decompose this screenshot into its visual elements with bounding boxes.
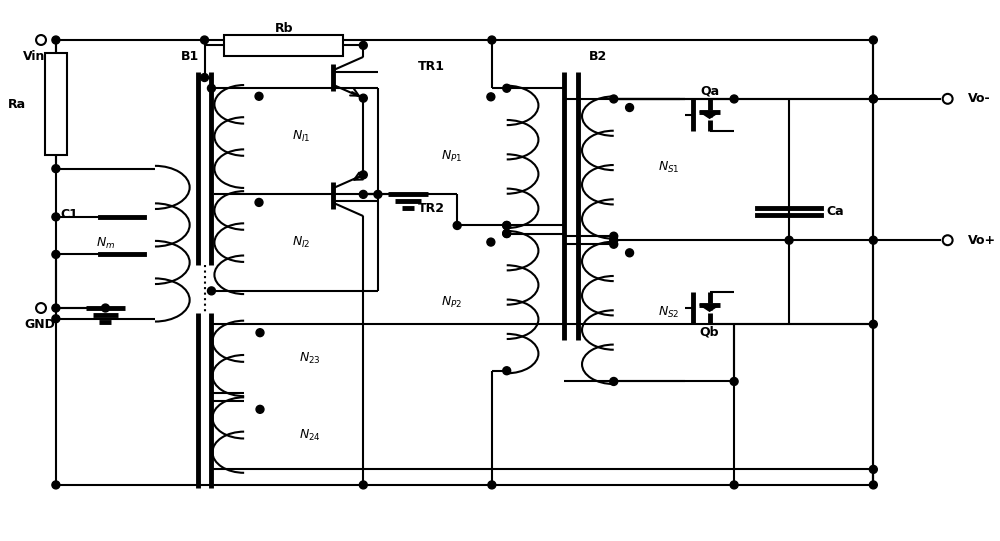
Circle shape: [503, 229, 511, 237]
Circle shape: [201, 36, 208, 44]
Circle shape: [52, 315, 60, 323]
Text: $N_{23}$: $N_{23}$: [299, 351, 320, 366]
Text: Ra: Ra: [8, 98, 26, 111]
Circle shape: [869, 36, 877, 44]
Circle shape: [359, 42, 367, 49]
Circle shape: [101, 304, 109, 312]
Circle shape: [943, 235, 953, 245]
Circle shape: [869, 481, 877, 489]
Text: $N_{I1}$: $N_{I1}$: [292, 129, 310, 144]
Circle shape: [869, 320, 877, 328]
Circle shape: [730, 481, 738, 489]
Circle shape: [488, 36, 496, 44]
Circle shape: [487, 93, 495, 101]
Circle shape: [207, 84, 215, 92]
Circle shape: [359, 481, 367, 489]
Text: $N_{S1}$: $N_{S1}$: [658, 160, 680, 175]
Circle shape: [207, 287, 215, 295]
Text: $N_{I2}$: $N_{I2}$: [292, 235, 310, 250]
Circle shape: [610, 378, 618, 385]
Text: $N_m$: $N_m$: [96, 236, 115, 251]
Circle shape: [610, 240, 618, 248]
Circle shape: [255, 199, 263, 206]
Circle shape: [52, 36, 60, 44]
Text: B1: B1: [181, 50, 200, 63]
Text: TR1: TR1: [418, 60, 445, 73]
Circle shape: [730, 378, 738, 385]
Polygon shape: [700, 305, 719, 311]
Circle shape: [488, 481, 496, 489]
Circle shape: [52, 213, 60, 221]
Bar: [224, 35, 343, 56]
Text: Vo-: Vo-: [967, 93, 990, 105]
Circle shape: [256, 329, 264, 337]
Circle shape: [785, 236, 793, 244]
Circle shape: [626, 103, 634, 111]
Circle shape: [869, 236, 877, 244]
Circle shape: [36, 35, 46, 45]
Text: Vin: Vin: [23, 50, 46, 63]
Text: B2: B2: [589, 50, 607, 63]
Circle shape: [52, 250, 60, 259]
Circle shape: [52, 164, 60, 173]
Circle shape: [359, 171, 367, 179]
Circle shape: [52, 481, 60, 489]
Circle shape: [36, 303, 46, 313]
Text: TR2: TR2: [418, 202, 445, 215]
Circle shape: [610, 236, 618, 244]
Circle shape: [359, 94, 367, 102]
Circle shape: [453, 221, 461, 229]
Circle shape: [730, 95, 738, 103]
Circle shape: [503, 221, 511, 229]
Text: $N_{24}$: $N_{24}$: [299, 427, 321, 443]
Circle shape: [256, 405, 264, 413]
Circle shape: [869, 95, 877, 103]
Text: Qb: Qb: [700, 325, 719, 338]
Text: $N_{P2}$: $N_{P2}$: [441, 295, 462, 309]
Circle shape: [374, 190, 382, 199]
Text: $N_{P1}$: $N_{P1}$: [441, 149, 462, 164]
Text: Vo+: Vo+: [967, 234, 996, 247]
Text: Qa: Qa: [700, 85, 719, 98]
Text: Ca: Ca: [827, 205, 844, 218]
Circle shape: [610, 95, 618, 103]
Circle shape: [503, 229, 511, 237]
Circle shape: [869, 95, 877, 103]
Circle shape: [487, 238, 495, 246]
Circle shape: [503, 84, 511, 92]
Circle shape: [255, 93, 263, 100]
Text: C1: C1: [61, 208, 79, 221]
Circle shape: [626, 249, 634, 257]
Circle shape: [503, 221, 511, 229]
Circle shape: [201, 74, 208, 82]
Circle shape: [359, 190, 367, 199]
Circle shape: [943, 94, 953, 104]
Circle shape: [503, 367, 511, 375]
Circle shape: [869, 465, 877, 473]
Text: GND: GND: [24, 318, 55, 331]
Text: Rb: Rb: [275, 22, 293, 35]
Circle shape: [52, 304, 60, 312]
Circle shape: [610, 232, 618, 240]
Text: $N_{S2}$: $N_{S2}$: [658, 305, 680, 320]
Bar: [45, 54, 67, 155]
Polygon shape: [700, 112, 719, 118]
